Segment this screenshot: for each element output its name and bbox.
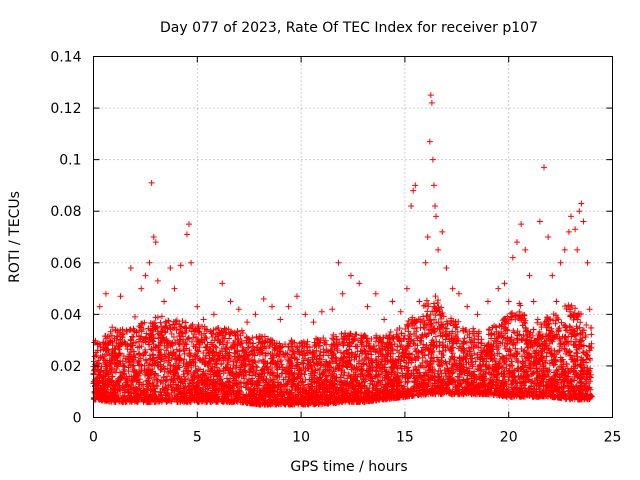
data-point (304, 357, 311, 364)
data-point (580, 342, 587, 349)
data-point (463, 339, 470, 346)
data-point (464, 331, 471, 338)
data-point (279, 350, 286, 357)
data-point (232, 332, 239, 339)
data-point (519, 336, 526, 343)
data-point (158, 313, 165, 320)
data-point (130, 362, 137, 369)
data-point (423, 297, 430, 304)
data-point (402, 326, 409, 333)
data-point (231, 353, 238, 360)
data-point (142, 356, 149, 363)
data-point (105, 350, 112, 357)
data-point (143, 369, 150, 376)
data-point (192, 363, 199, 370)
data-point (502, 330, 509, 337)
data-point (509, 310, 516, 317)
data-point (552, 320, 559, 327)
data-point (282, 341, 289, 348)
data-point (168, 330, 175, 337)
data-point (185, 375, 192, 382)
data-points (90, 92, 595, 408)
data-point (520, 332, 527, 339)
data-point (439, 347, 446, 354)
data-point (190, 334, 197, 341)
data-point (129, 333, 136, 340)
data-point (435, 319, 442, 326)
data-point (179, 318, 186, 325)
data-point (534, 319, 541, 326)
data-point (223, 375, 230, 382)
data-point (556, 324, 563, 331)
data-point (135, 358, 142, 365)
data-point (188, 338, 195, 345)
data-point (562, 303, 569, 310)
data-point (493, 358, 500, 365)
data-point (583, 321, 590, 328)
data-point (182, 319, 189, 326)
data-point (387, 328, 394, 335)
data-point (379, 370, 386, 377)
data-point (405, 318, 412, 325)
data-point (170, 333, 177, 340)
data-point (153, 382, 160, 389)
data-point (157, 319, 164, 326)
data-point (130, 339, 137, 346)
data-point (375, 353, 382, 360)
data-point (444, 342, 451, 349)
chart-title: Day 077 of 2023, Rate Of TEC Index for r… (160, 20, 538, 36)
data-point (549, 329, 556, 336)
data-point (442, 336, 449, 343)
data-point (163, 347, 170, 354)
data-point (181, 350, 188, 357)
data-point (432, 312, 439, 319)
data-point (411, 325, 418, 332)
data-point (588, 331, 595, 338)
data-point (556, 336, 563, 343)
data-point (530, 326, 537, 333)
data-point (512, 345, 519, 352)
data-point (404, 322, 411, 329)
data-point (173, 317, 180, 324)
data-point (577, 319, 584, 326)
data-point (507, 362, 514, 369)
